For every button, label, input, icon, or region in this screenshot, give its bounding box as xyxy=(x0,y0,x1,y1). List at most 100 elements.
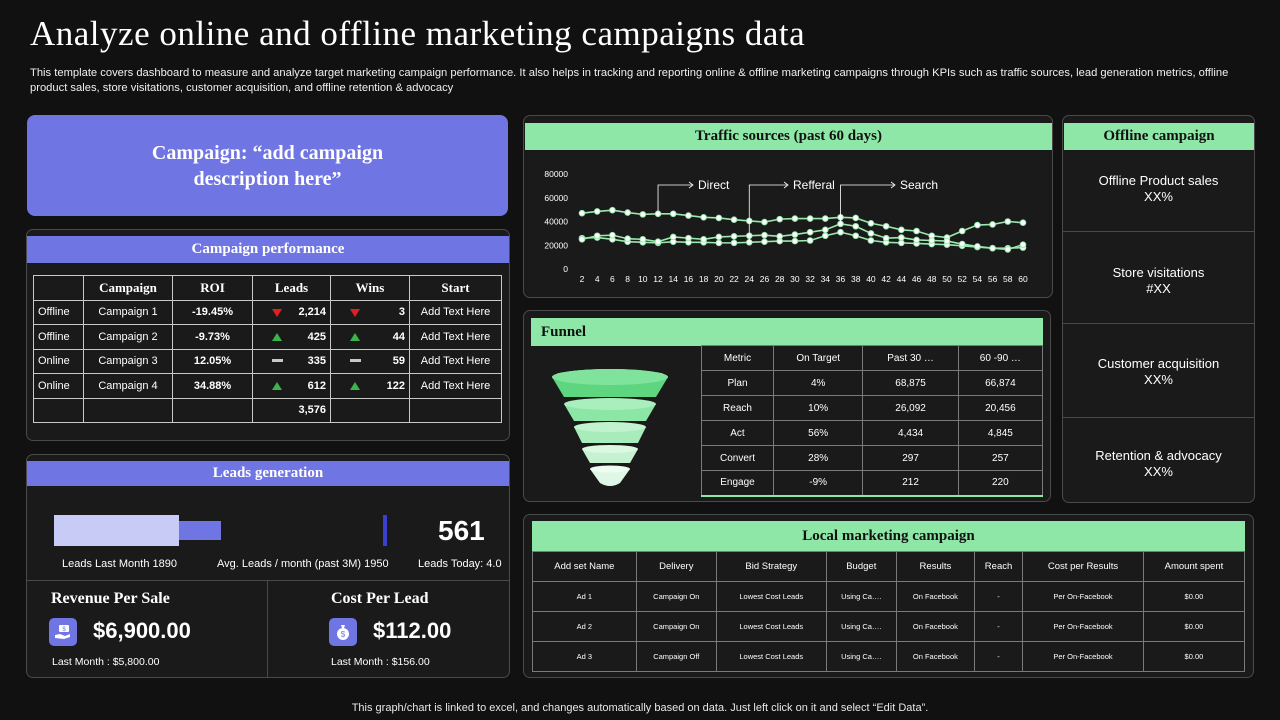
data-point xyxy=(700,214,707,221)
table-cell: 4,434 xyxy=(862,420,959,446)
offline-kpi-product-sales: Offline Product sales XX% xyxy=(1063,173,1254,205)
leads-generation-panel: Leads generation 561 Leads Last Month 18… xyxy=(26,454,510,678)
x-tick-label: 2 xyxy=(580,274,585,284)
money-bag-icon: $ xyxy=(329,618,357,646)
data-point xyxy=(624,209,631,216)
table-cell: Engage xyxy=(701,470,774,497)
data-point xyxy=(882,234,890,242)
x-tick-label: 54 xyxy=(973,274,983,284)
table-cell: Per On-Facebook xyxy=(1022,641,1144,672)
table-row: Convert 28% 297 257 xyxy=(701,445,1044,471)
table-cell: 26,092 xyxy=(862,395,959,421)
x-tick-label: 30 xyxy=(790,274,800,284)
data-point xyxy=(639,236,647,243)
campaign-type-cell: Offline xyxy=(33,299,84,325)
x-tick-label: 26 xyxy=(760,274,770,284)
wins-value: 122 xyxy=(386,379,405,392)
wins-cell: 44 xyxy=(330,324,410,350)
leads-cell: 335 xyxy=(252,348,331,374)
start-cell[interactable]: Add Text Here xyxy=(409,348,502,374)
data-point xyxy=(913,236,920,244)
revenue-per-sale-value: $6,900.00 xyxy=(93,618,191,643)
table-row: Plan 4% 68,875 66,874 xyxy=(701,370,1044,396)
start-cell[interactable]: Add Text Here xyxy=(409,299,502,325)
data-point xyxy=(715,239,723,247)
table-row: Ad 2 Campaign On Lowest Cost Leads Using Ca… xyxy=(532,611,1246,642)
x-tick-label: 22 xyxy=(729,274,739,284)
legend-label: Refferal xyxy=(793,178,835,192)
data-point xyxy=(898,226,905,234)
leads-cell: 425 xyxy=(252,324,331,350)
x-tick-label: 42 xyxy=(881,274,891,284)
leads-today-value: 561 xyxy=(438,515,485,546)
data-point xyxy=(822,215,829,222)
wins-cell: 59 xyxy=(330,348,410,374)
kpi-label: Store visitations xyxy=(1112,265,1205,280)
data-point xyxy=(943,237,951,245)
data-point xyxy=(806,228,814,236)
trend-down-icon xyxy=(272,309,282,318)
divider xyxy=(1063,323,1254,324)
divider xyxy=(1063,417,1254,418)
data-point xyxy=(730,239,738,247)
traffic-sources-panel: Traffic sources (past 60 days) 0 20000 400… xyxy=(523,115,1053,298)
data-point xyxy=(822,226,829,234)
cost-per-lead-title: Cost Per Lead xyxy=(331,590,429,607)
table-cell: Campaign On xyxy=(635,611,717,642)
legend-connector xyxy=(657,184,692,214)
legend-connector xyxy=(840,184,894,224)
kpi-value: XX% xyxy=(1144,464,1173,479)
legend-label: Search xyxy=(900,178,938,192)
x-tick-label: 16 xyxy=(684,274,694,284)
data-point xyxy=(730,233,738,240)
y-tick-label: 40000 xyxy=(544,217,568,227)
table-cell: On Facebook xyxy=(895,641,975,672)
wins-cell: 3 xyxy=(330,299,410,325)
data-point xyxy=(791,215,799,222)
data-point xyxy=(882,222,890,230)
start-cell[interactable]: Add Text Here xyxy=(409,324,502,350)
x-tick-label: 6 xyxy=(610,274,615,284)
leads-value: 335 xyxy=(307,355,326,368)
kpi-label: Customer acquisition xyxy=(1097,356,1220,371)
data-point xyxy=(806,215,814,222)
table-cell: 56% xyxy=(772,420,864,446)
page-title: Analyze online and offline marketing cam… xyxy=(30,14,806,53)
x-tick-label: 4 xyxy=(595,274,600,284)
x-tick-label: 12 xyxy=(653,274,663,284)
table-cell: 4,845 xyxy=(957,420,1044,446)
data-point xyxy=(974,243,981,250)
table-cell: Per On-Facebook xyxy=(1022,611,1144,642)
cost-per-lead-value: $112.00 xyxy=(373,618,452,643)
table-cell: Campaign Off xyxy=(635,641,717,672)
trend-flat-icon xyxy=(272,359,283,363)
traffic-sources-header: Traffic sources (past 60 days) xyxy=(525,123,1052,150)
avg-leads-bar xyxy=(179,521,221,540)
local-marketing-table: Add set Name Delivery Bid Strategy Budget Re… xyxy=(532,551,1246,672)
table-cell: Using Ca…. xyxy=(825,641,897,672)
table-cell: Ad 3 xyxy=(532,641,637,672)
table-cell: $0.00 xyxy=(1142,611,1246,642)
table-cell: Per On-Facebook xyxy=(1022,581,1144,612)
data-point xyxy=(1019,241,1027,248)
campaign-description-box[interactable]: Campaign: “add campaign description here… xyxy=(27,115,508,216)
table-cell: Plan xyxy=(701,370,774,396)
start-cell[interactable]: Add Text Here xyxy=(409,373,502,399)
data-point xyxy=(1004,246,1012,253)
data-point xyxy=(654,238,662,245)
data-point xyxy=(898,239,905,247)
divider xyxy=(267,581,268,677)
trend-up-icon xyxy=(272,332,282,341)
table-header-cell: Metric xyxy=(701,345,774,371)
table-cell xyxy=(33,397,84,423)
data-point xyxy=(639,211,647,218)
table-cell: Lowest Cost Leads xyxy=(715,611,827,642)
leads-cell: 2,214 xyxy=(252,299,331,325)
data-point xyxy=(974,221,981,229)
data-point xyxy=(715,233,723,241)
offline-kpi-store-visitations: Store visitations #XX xyxy=(1063,265,1254,297)
leads-value: 425 xyxy=(307,330,326,343)
campaign-performance-header: Campaign performance xyxy=(27,236,509,263)
table-header-cell: Results xyxy=(895,551,975,582)
data-point xyxy=(761,238,768,245)
